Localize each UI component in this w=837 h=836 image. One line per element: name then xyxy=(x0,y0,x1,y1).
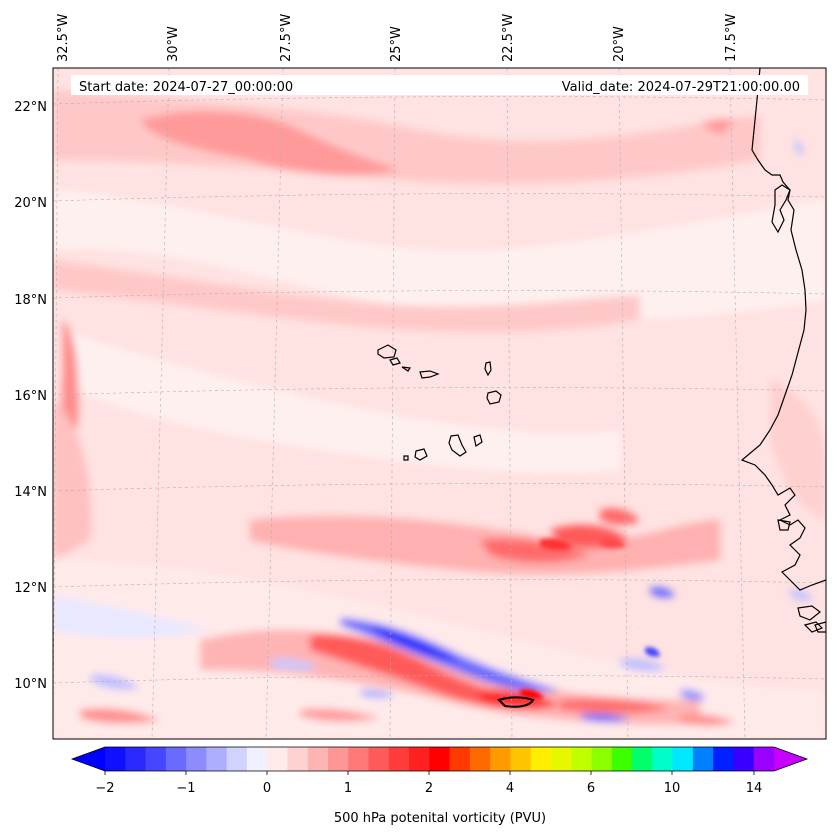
colorbar-segment xyxy=(328,747,349,771)
lon-label: 22.5°W xyxy=(501,14,516,62)
cape-verde-brava xyxy=(403,455,409,461)
lat-label: 22°N xyxy=(14,100,47,115)
colorbar-segment xyxy=(368,747,390,771)
cape-verde-maio xyxy=(473,434,483,447)
cape-verde-santiago xyxy=(448,434,467,457)
colorbar-ticks xyxy=(104,771,755,775)
cape-verde-sao-nicolau xyxy=(419,370,440,379)
colorbar-segment xyxy=(307,747,329,771)
colorbar-segment xyxy=(652,747,674,771)
cape-verde-santa-luzia xyxy=(401,366,412,372)
colorbar-tick-label: 1 xyxy=(344,781,352,796)
colorbar-segment xyxy=(165,747,187,771)
colorbar-segment xyxy=(105,747,126,771)
colorbar-segment xyxy=(692,747,714,771)
cape-verde-boa-vista xyxy=(486,390,502,405)
colorbar-segment xyxy=(267,747,289,771)
lat-label: 18°N xyxy=(14,293,47,308)
colorbar: −2 −1 0 1 2 4 6 10 14 500 hPa potenital … xyxy=(70,746,809,826)
latitude-labels: 22°N 20°N 18°N 16°N 14°N 12°N 10°N xyxy=(14,100,47,692)
colorbar-segment xyxy=(206,747,228,771)
pv-map-area xyxy=(53,68,826,739)
colorbar-segment xyxy=(469,747,491,771)
colorbar-segment xyxy=(713,747,735,771)
colorbar-under-arrow xyxy=(72,747,105,771)
colorbar-tick-label: −1 xyxy=(176,781,195,796)
colorbar-title: 500 hPa potenital vorticity (PVU) xyxy=(334,811,546,826)
cape-verde-fogo xyxy=(414,448,428,461)
colorbar-segment xyxy=(551,747,572,771)
colorbar-segment xyxy=(611,747,633,771)
colorbar-segment xyxy=(429,747,451,771)
lon-label: 25°W xyxy=(389,26,404,62)
colorbar-tick-label: 14 xyxy=(746,781,763,796)
colorbar-segments xyxy=(105,747,775,771)
lat-label: 20°N xyxy=(14,196,47,211)
colorbar-segment xyxy=(733,747,755,771)
lat-label: 10°N xyxy=(14,677,47,692)
cape-verde-sal xyxy=(484,361,492,377)
lon-label: 27.5°W xyxy=(279,14,294,62)
colorbar-segment xyxy=(145,747,167,771)
coastlines xyxy=(377,68,826,633)
lon-label: 32.5°W xyxy=(56,14,71,62)
colorbar-segment xyxy=(186,747,207,771)
lon-label: 17.5°W xyxy=(724,14,739,62)
pv-max-contour xyxy=(497,696,535,708)
colorbar-segment xyxy=(226,747,248,771)
colorbar-segment xyxy=(409,747,430,771)
colorbar-segment xyxy=(449,747,471,771)
colorbar-segment xyxy=(246,747,268,771)
lat-label: 16°N xyxy=(14,389,47,404)
colorbar-tick-label: 4 xyxy=(506,781,514,796)
date-header-box xyxy=(71,75,808,95)
lon-label: 20°W xyxy=(612,26,627,62)
colorbar-over-arrow xyxy=(774,747,807,771)
map-frame xyxy=(52,67,827,740)
colorbar-tick-label: 6 xyxy=(587,781,595,796)
colorbar-segment xyxy=(125,747,147,771)
colorbar-tick-label: 0 xyxy=(263,781,271,796)
longitude-labels: 32.5°W 30°W 27.5°W 25°W 22.5°W 20°W 17.5… xyxy=(56,14,739,62)
colorbar-segment xyxy=(510,747,532,771)
colorbar-segment xyxy=(348,747,370,771)
lon-label: 30°W xyxy=(166,26,181,62)
colorbar-tick-labels: −2 −1 0 1 2 4 6 10 14 xyxy=(95,781,762,796)
colorbar-tick-label: 10 xyxy=(664,781,681,796)
colorbar-segment xyxy=(753,747,775,771)
lat-label: 12°N xyxy=(14,581,47,596)
colorbar-segment xyxy=(632,747,653,771)
colorbar-segment xyxy=(591,747,613,771)
start-date-label: Start date: 2024-07-27_00:00:00 xyxy=(79,80,293,95)
colorbar-segment xyxy=(287,747,309,771)
graticule xyxy=(53,68,826,739)
cape-verde-sao-vicente xyxy=(389,357,401,366)
colorbar-segment xyxy=(388,747,410,771)
colorbar-segment xyxy=(672,747,694,771)
colorbar-segment xyxy=(571,747,593,771)
colorbar-tick-label: 2 xyxy=(425,781,433,796)
colorbar-segment xyxy=(530,747,552,771)
colorbar-segment xyxy=(490,747,512,771)
lat-label: 14°N xyxy=(14,485,47,500)
cape-verde-santo-antao xyxy=(377,344,397,359)
colorbar-tick-label: −2 xyxy=(95,781,114,796)
valid-date-label: Valid_date: 2024-07-29T21:00:00.00 xyxy=(562,80,800,95)
pv-contour-detail xyxy=(520,538,660,699)
africa-coastline xyxy=(740,68,826,591)
